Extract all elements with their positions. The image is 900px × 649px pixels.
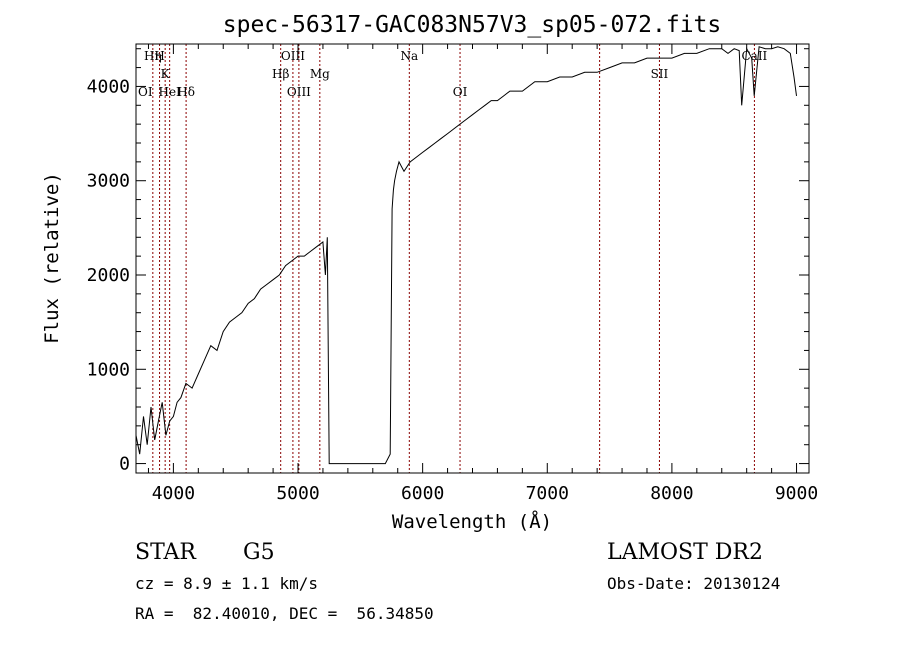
x-tick-label: 4000 [152,483,195,504]
extra-marker-label-0: OI [138,85,153,99]
spectrum-line [135,46,797,465]
line-marker-label-4: Hδ [177,85,195,99]
x-tick-label: 5000 [276,483,319,504]
y-tick-label: 4000 [87,76,130,97]
y-axis: 0 1000 2000 3000 4000 [87,48,809,475]
spectrum-chart: spec-56317-GAC083N57V3_sp05-072.fits HηH… [41,12,818,533]
coordinates: RA = 82.40010, DEC = 56.34850 [135,604,434,623]
y-tick-label: 3000 [87,171,130,192]
x-axis: 4000 5000 6000 7000 8000 9000 [147,44,818,504]
object-type: STAR [135,540,196,565]
line-marker-label-9: Na [400,49,418,63]
line-marker-label-1: H [154,49,164,63]
line-marker-label-8: Mg [310,67,330,81]
chart-title: spec-56317-GAC083N57V3_sp05-072.fits [223,12,722,38]
line-marker-label-2: K [161,67,171,81]
y-tick-label: 0 [119,454,130,475]
plot-frame [135,43,810,474]
line-marker-label-7: OIII [287,85,311,99]
line-marker-label-3: HeI [158,85,181,99]
x-axis-label: Wavelength (Å) [392,510,552,533]
x-tick-label: 8000 [650,483,693,504]
x-tick-label: 9000 [775,483,818,504]
x-tick-label: 7000 [526,483,569,504]
line-marker-label-13: CaII [741,49,767,63]
redshift-cz: cz = 8.9 ± 1.1 km/s [135,574,319,593]
spectral-line-markers [152,44,755,473]
line-marker-label-10: OI [453,85,468,99]
y-axis-label: Flux (relative) [41,172,63,344]
y-tick-label: 1000 [87,359,130,380]
line-marker-label-0: Hη [144,49,162,63]
object-subclass: G5 [243,540,275,565]
line-marker-label-5: Hβ [272,67,289,81]
x-tick-label: 6000 [401,483,444,504]
line-marker-label-12: SII [651,67,669,81]
line-marker-label-6: OIII [281,49,305,63]
observation-date: Obs-Date: 20130124 [607,574,781,593]
survey-name: LAMOST DR2 [607,540,763,565]
y-tick-label: 2000 [87,265,130,286]
